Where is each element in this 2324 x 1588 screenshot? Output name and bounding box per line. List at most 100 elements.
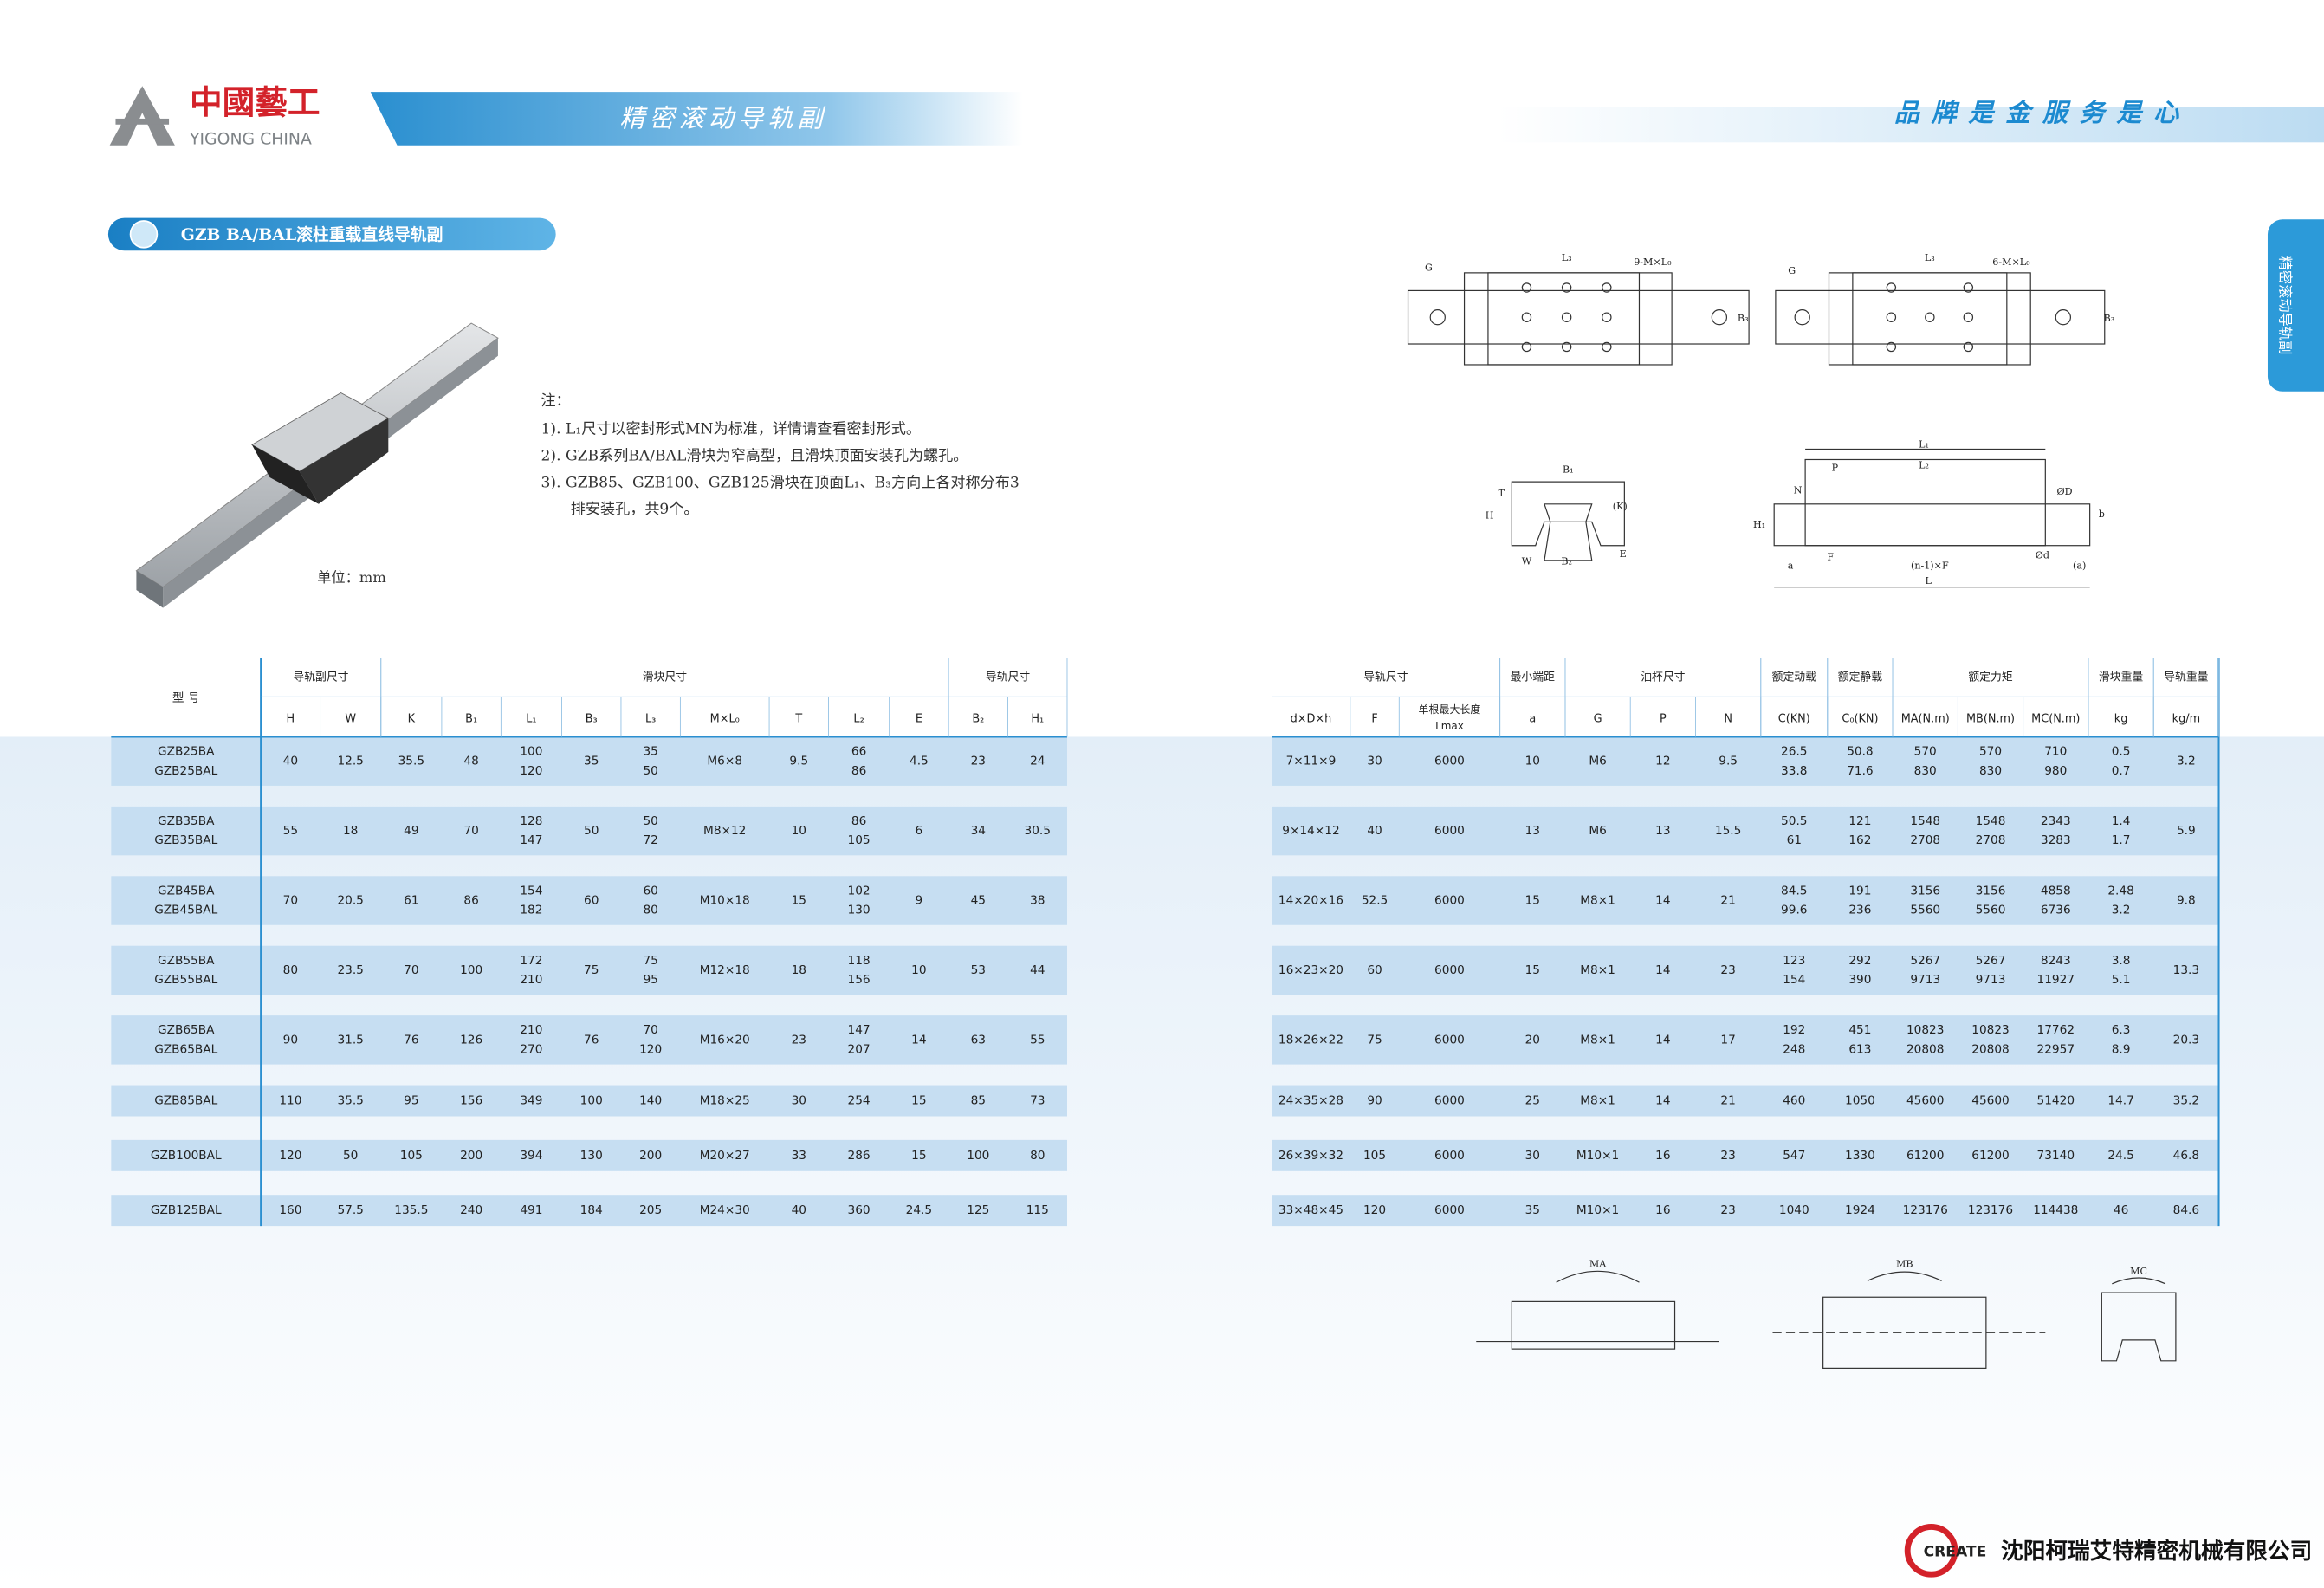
group-header: 最小端距 [1511, 671, 1555, 684]
diagram-label: (a) [2073, 561, 2086, 572]
cell: 15 [1525, 894, 1540, 908]
column-header: H₁ [1031, 712, 1044, 725]
column-header: G [1594, 712, 1602, 725]
cell: 70 [643, 1023, 657, 1037]
cell: 394 [520, 1149, 542, 1163]
cell: 3283 [2041, 833, 2071, 847]
row-band [1272, 1015, 2219, 1065]
cell: 70 [463, 824, 478, 838]
cell: 128 [520, 814, 542, 828]
cell: 35.2 [2173, 1094, 2199, 1108]
cell: 33 [792, 1149, 806, 1163]
cell: 30 [792, 1094, 806, 1108]
cell: 95 [643, 973, 657, 987]
cell: 80 [283, 963, 298, 977]
diagram-label: G [1425, 263, 1433, 274]
cell: 23 [1720, 1203, 1735, 1217]
column-header: kg/m [2172, 712, 2200, 725]
row-band [111, 806, 1067, 856]
cell: 191 [1848, 884, 1871, 898]
cell: 26.5 [1781, 745, 1807, 759]
cell: GZB55BA [158, 954, 215, 968]
cell: 73 [1030, 1094, 1045, 1108]
cell: 9×14×12 [1282, 824, 1339, 838]
cell: 5560 [1910, 904, 1940, 917]
cell: 2708 [1910, 833, 1940, 847]
cell: 86 [851, 764, 866, 778]
column-header: kg [2114, 712, 2128, 725]
cell: 16 [1655, 1149, 1670, 1163]
cell: 10823 [1906, 1023, 1945, 1037]
cell: 6000 [1434, 963, 1465, 977]
cell: M18×25 [700, 1094, 750, 1108]
cell: 40 [792, 1203, 806, 1217]
cell: 51420 [2037, 1094, 2075, 1108]
cell: 45600 [1906, 1094, 1945, 1108]
cell: 105 [848, 833, 871, 847]
cell: 55 [283, 824, 298, 838]
cell: 6000 [1434, 1149, 1465, 1163]
cell: 105 [400, 1149, 423, 1163]
cell: 6000 [1434, 894, 1465, 908]
cell: 14 [1655, 1094, 1670, 1108]
cell: 1548 [1976, 814, 2006, 828]
cell: 270 [520, 1042, 542, 1056]
column-header: L₃ [645, 712, 656, 725]
note: 1). L₁尺寸以密封形式MN为标准，详情请查看密封形式。 [541, 421, 921, 438]
group-header: 滑块重量 [2099, 671, 2143, 684]
cell: 13 [1525, 824, 1540, 838]
cell: M8×1 [1580, 894, 1615, 908]
cell: 6.3 [2112, 1023, 2131, 1037]
cell: GZB65BA [158, 1023, 215, 1037]
cell: 99.6 [1781, 904, 1807, 917]
row-band [1272, 736, 2219, 786]
cell: 18×26×22 [1279, 1033, 1343, 1047]
cell: 60 [1367, 963, 1382, 977]
cell: M6 [1589, 824, 1607, 838]
column-header: P [1660, 712, 1667, 725]
group-header: 导轨尺寸 [986, 671, 1030, 684]
cell: 6000 [1434, 1033, 1465, 1047]
cell: 1924 [1845, 1203, 1875, 1217]
cell: 85 [971, 1094, 986, 1108]
cell: 125 [967, 1203, 989, 1217]
cell: 24 [1030, 755, 1045, 768]
cell: 50 [643, 814, 657, 828]
cell: 8243 [2041, 954, 2071, 968]
unit-label: 单位：mm [317, 569, 386, 586]
cell: 30 [1525, 1149, 1540, 1163]
cell: 192 [1783, 1023, 1805, 1037]
cell: 71.6 [1847, 764, 1873, 778]
diagram-label: B₃ [1738, 313, 1749, 324]
cell: 24.5 [906, 1203, 932, 1217]
footer-company: 沈阳柯瑞艾特精密机械有限公司 [2001, 1538, 2312, 1565]
cell: 140 [639, 1094, 662, 1108]
slogan: 品牌是金服务是心 [1894, 98, 2191, 127]
diagram-label: L₃ [1925, 252, 1935, 263]
cell: 14 [1655, 963, 1670, 977]
cell: 613 [1848, 1042, 1871, 1056]
cell: GZB125BAL [151, 1203, 222, 1217]
diagram-label: E [1620, 548, 1627, 560]
diagram-label: G [1788, 265, 1796, 276]
cell: 14 [1655, 894, 1670, 908]
diagram-label: MB [1896, 1259, 1913, 1270]
cell: GZB45BA [158, 884, 215, 898]
cell: 10 [792, 824, 806, 838]
cell: 16 [1655, 1203, 1670, 1217]
group-header: 油杯尺寸 [1641, 671, 1685, 684]
cell: 210 [520, 1023, 542, 1037]
cell: 15 [911, 1149, 926, 1163]
cell: 9.8 [2177, 894, 2196, 908]
cell: 114438 [2033, 1203, 2078, 1217]
cell: 17 [1720, 1033, 1735, 1047]
cell: 9713 [1910, 973, 1940, 987]
cell: 123 [1783, 954, 1805, 968]
cell: GZB25BAL [154, 764, 217, 778]
cell: M10×18 [700, 894, 750, 908]
group-header: 导轨重量 [2164, 671, 2208, 684]
cell: 80 [643, 904, 657, 917]
cell: 50 [343, 1149, 358, 1163]
diagram-label: L [1925, 575, 1932, 587]
